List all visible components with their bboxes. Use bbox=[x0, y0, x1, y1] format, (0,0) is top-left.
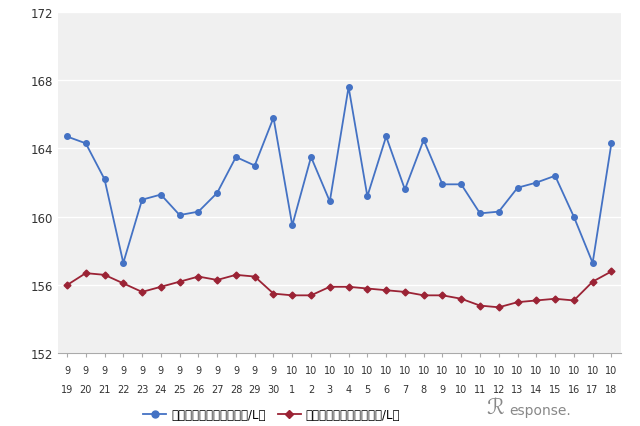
Text: 16: 16 bbox=[568, 384, 580, 394]
Text: 10: 10 bbox=[417, 366, 430, 375]
Text: 6: 6 bbox=[383, 384, 389, 394]
Text: 10: 10 bbox=[605, 366, 618, 375]
Text: 25: 25 bbox=[173, 384, 186, 394]
Text: 9: 9 bbox=[214, 366, 220, 375]
Text: 10: 10 bbox=[568, 366, 580, 375]
Text: 1: 1 bbox=[289, 384, 295, 394]
Text: 2: 2 bbox=[308, 384, 314, 394]
Text: 30: 30 bbox=[268, 384, 280, 394]
Text: ℛ: ℛ bbox=[486, 397, 504, 417]
Text: 12: 12 bbox=[493, 384, 505, 394]
Text: 15: 15 bbox=[549, 384, 561, 394]
Text: 18: 18 bbox=[605, 384, 618, 394]
Text: 10: 10 bbox=[436, 366, 449, 375]
Text: 9: 9 bbox=[252, 366, 258, 375]
Text: 17: 17 bbox=[586, 384, 599, 394]
Text: 10: 10 bbox=[361, 366, 374, 375]
Text: 20: 20 bbox=[79, 384, 92, 394]
Text: 10: 10 bbox=[455, 366, 467, 375]
Text: 26: 26 bbox=[192, 384, 205, 394]
Text: 9: 9 bbox=[271, 366, 276, 375]
Text: 10: 10 bbox=[399, 366, 411, 375]
Text: 9: 9 bbox=[440, 384, 445, 394]
Text: 9: 9 bbox=[83, 366, 89, 375]
Text: 7: 7 bbox=[402, 384, 408, 394]
Text: 3: 3 bbox=[327, 384, 333, 394]
Text: 11: 11 bbox=[474, 384, 486, 394]
Text: 10: 10 bbox=[586, 366, 599, 375]
Text: 29: 29 bbox=[248, 384, 261, 394]
Text: 27: 27 bbox=[211, 384, 223, 394]
Text: 5: 5 bbox=[364, 384, 371, 394]
Text: 9: 9 bbox=[120, 366, 126, 375]
Text: 10: 10 bbox=[493, 366, 505, 375]
Text: 9: 9 bbox=[139, 366, 145, 375]
Text: 9: 9 bbox=[158, 366, 164, 375]
Legend: レギュラー看板価格（円/L）, レギュラー実売価格（円/L）: レギュラー看板価格（円/L）, レギュラー実売価格（円/L） bbox=[138, 404, 405, 426]
Text: 10: 10 bbox=[549, 366, 561, 375]
Text: esponse.: esponse. bbox=[509, 403, 570, 417]
Text: 10: 10 bbox=[530, 366, 543, 375]
Text: 22: 22 bbox=[117, 384, 129, 394]
Text: 14: 14 bbox=[530, 384, 543, 394]
Text: 24: 24 bbox=[155, 384, 167, 394]
Text: 9: 9 bbox=[64, 366, 70, 375]
Text: 10: 10 bbox=[305, 366, 317, 375]
Text: 28: 28 bbox=[230, 384, 242, 394]
Text: 21: 21 bbox=[99, 384, 111, 394]
Text: 19: 19 bbox=[61, 384, 73, 394]
Text: 10: 10 bbox=[380, 366, 392, 375]
Text: 9: 9 bbox=[102, 366, 108, 375]
Text: 10: 10 bbox=[474, 366, 486, 375]
Text: 10: 10 bbox=[511, 366, 524, 375]
Text: 10: 10 bbox=[324, 366, 336, 375]
Text: 4: 4 bbox=[346, 384, 351, 394]
Text: 8: 8 bbox=[420, 384, 427, 394]
Text: 10: 10 bbox=[455, 384, 467, 394]
Text: 10: 10 bbox=[286, 366, 298, 375]
Text: 13: 13 bbox=[511, 384, 524, 394]
Text: 9: 9 bbox=[233, 366, 239, 375]
Text: 9: 9 bbox=[177, 366, 182, 375]
Text: 9: 9 bbox=[195, 366, 202, 375]
Text: 23: 23 bbox=[136, 384, 148, 394]
Text: 10: 10 bbox=[342, 366, 355, 375]
